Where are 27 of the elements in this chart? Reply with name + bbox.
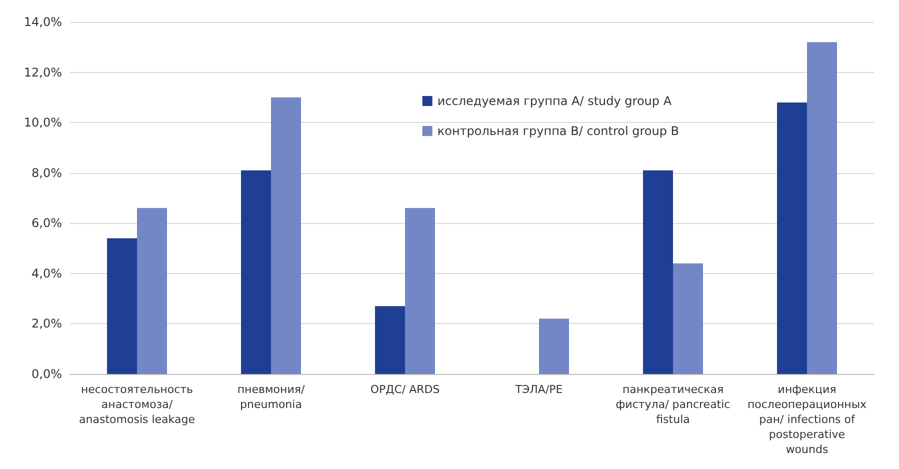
- x-tick-label: инфекция послеоперационных ран/ infections of postoperative wounds: [747, 383, 868, 456]
- y-tick-label: 2,0%: [32, 316, 62, 331]
- x-tick-label: ОРДС/ ARDS: [370, 383, 440, 396]
- y-tick-label: 10,0%: [24, 116, 62, 130]
- x-tick-label: ТЭЛА/PE: [514, 383, 563, 396]
- bar: [777, 102, 807, 374]
- bar: [673, 263, 703, 374]
- x-tick-label: несостоятельность анастомоза/ anastomosis leakage: [79, 383, 196, 426]
- bar: [137, 208, 167, 374]
- legend-label: контрольная группа В/ control group B: [437, 124, 679, 138]
- y-tick-label: 4,0%: [32, 266, 62, 280]
- y-tick-label: 0,0%: [32, 367, 62, 381]
- y-tick-label: 12,0%: [24, 65, 62, 80]
- bar: [807, 42, 837, 374]
- x-tick-label: пневмония/ pneumonia: [237, 383, 305, 411]
- y-tick-label: 6,0%: [32, 216, 62, 230]
- x-tick-label: панкреатическая фистула/ pancreatic fistula: [616, 383, 730, 426]
- y-tick-label: 14,0%: [24, 15, 62, 29]
- bar: [643, 170, 673, 374]
- bar: [405, 208, 435, 374]
- bar: [271, 97, 301, 374]
- bar: [375, 306, 405, 374]
- y-tick-label: 8,0%: [32, 166, 62, 180]
- bar: [107, 238, 137, 374]
- legend-label: исследуемая группа А/ study group A: [437, 94, 672, 108]
- bar: [241, 170, 271, 374]
- bar: [539, 318, 569, 374]
